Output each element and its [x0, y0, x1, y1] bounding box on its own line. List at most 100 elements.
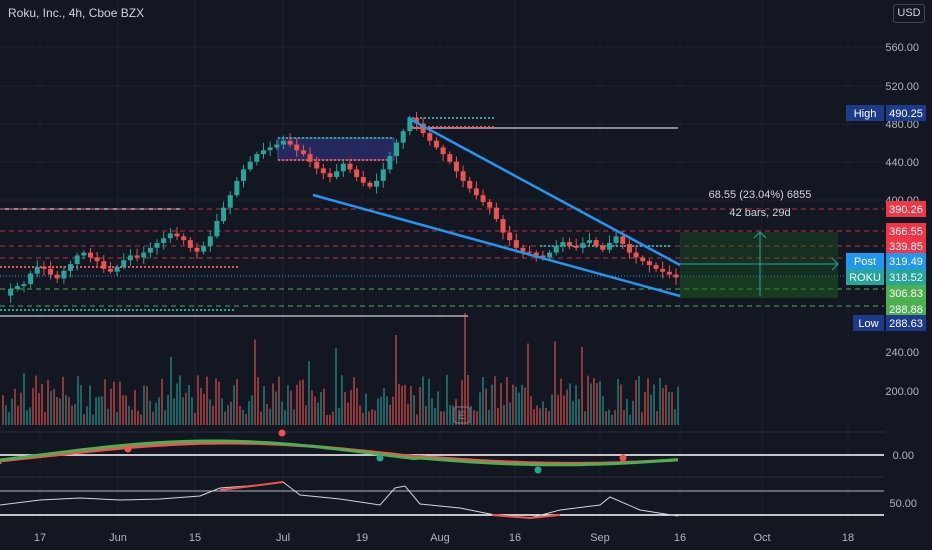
candle-body [320, 168, 326, 174]
currency-selector[interactable]: USD [893, 4, 925, 23]
volume-bar [98, 396, 100, 425]
volume-bar [503, 405, 505, 425]
candle-body [567, 242, 573, 246]
candle-body [593, 240, 599, 246]
time-tick: Jun [109, 532, 127, 544]
volume-bar [332, 411, 334, 425]
volume-bar [140, 414, 142, 425]
cross-dot [534, 466, 542, 474]
volume-bar [302, 379, 304, 425]
price-label-box [886, 285, 926, 301]
candle-body [48, 268, 54, 275]
price-label-name: High [854, 108, 877, 120]
measure-tool[interactable]: 68.55 (23.04%) 6855 42 bars, 29d [680, 189, 839, 296]
volume-bar [362, 412, 364, 425]
candle-body [74, 255, 80, 265]
wedge-channel[interactable] [312, 116, 681, 298]
candle-body [134, 255, 140, 258]
wedge-upper-line [407, 116, 681, 267]
price-label-tag [853, 315, 884, 331]
volume-bar [578, 399, 580, 425]
volume-bar [446, 374, 448, 425]
volume-bar [506, 377, 508, 425]
volume-bar [425, 405, 427, 425]
volume-bar [35, 375, 37, 425]
volume-bar [326, 414, 328, 425]
volume-bar [248, 401, 250, 425]
volume-bar [365, 393, 367, 425]
time-axis[interactable]: 17 Jun 15 Jul 19 Aug 16 Sep 16 Oct 18 [34, 532, 854, 544]
volume-bar [626, 399, 628, 425]
volume-bar [110, 388, 112, 425]
candle-body [287, 140, 293, 145]
volume-bar [263, 386, 265, 425]
volume-bar [440, 411, 442, 425]
time-tick: 18 [842, 532, 854, 544]
candle-body [500, 219, 506, 233]
volume-bar [41, 384, 43, 425]
volume-bar [137, 410, 139, 425]
volume-bar [398, 383, 400, 425]
rsi-line [0, 481, 679, 519]
candle-body [467, 180, 473, 189]
candle-body [653, 265, 659, 269]
volume-bar [380, 396, 382, 425]
candle-body [201, 245, 207, 252]
volume-bar [308, 361, 310, 425]
volume-bar [488, 409, 490, 425]
candle-body [307, 154, 313, 162]
price-label-value: 339.85 [889, 241, 923, 253]
volume-bar [182, 397, 184, 425]
volume-bar [461, 380, 463, 425]
volume-bar [287, 385, 289, 425]
volume-bar [368, 411, 370, 425]
volume-bar [89, 385, 91, 425]
price-axis[interactable]: 560.00520.00480.00440.00400.00240.00200.… [846, 42, 926, 510]
volume-bar [434, 408, 436, 425]
volume-tick: 200.00 [885, 386, 919, 398]
volume-bar [335, 348, 337, 425]
volume-bar [47, 379, 49, 425]
volume-bar [113, 381, 115, 425]
candle-body [187, 240, 193, 248]
volume-bar [278, 376, 280, 425]
volume-bar [224, 411, 226, 425]
volume-bar [155, 402, 157, 425]
price-label-name: Low [858, 318, 878, 330]
price-tick: 440.00 [885, 157, 919, 169]
candle-body [87, 252, 93, 258]
volume-bar [2, 395, 4, 425]
volume-bar [422, 376, 424, 425]
candle-body [34, 266, 40, 274]
volume-bar [101, 396, 103, 425]
volume-bar [152, 411, 154, 425]
candle-body [81, 252, 87, 256]
volume-bar [404, 384, 406, 425]
volume-bar [242, 409, 244, 425]
volume-bar [125, 395, 127, 425]
volume-bar [389, 404, 391, 425]
measure-change-label: 68.55 (23.04%) 6855 [709, 189, 812, 201]
volume-bar [614, 410, 616, 425]
volume-bar [212, 405, 214, 425]
volume-bar [164, 410, 166, 425]
volume-bar [200, 387, 202, 425]
candle-body [540, 255, 546, 258]
volume-bar [419, 386, 421, 425]
volume-bar [623, 410, 625, 425]
candle-body [121, 260, 127, 267]
volume-bar [371, 409, 373, 425]
price-label-name: Post [854, 256, 876, 268]
volume-bar [119, 381, 121, 425]
osc2-tick: 50.00 [889, 498, 917, 510]
volume-bar [86, 406, 88, 425]
candle-body [114, 266, 120, 272]
volume-bar [662, 387, 664, 425]
volume-bar [467, 375, 469, 425]
volume-bar [410, 386, 412, 425]
volume-bar [470, 405, 472, 425]
candle-body [440, 147, 446, 155]
volume-bar [677, 386, 679, 425]
volume-bar [665, 384, 667, 425]
